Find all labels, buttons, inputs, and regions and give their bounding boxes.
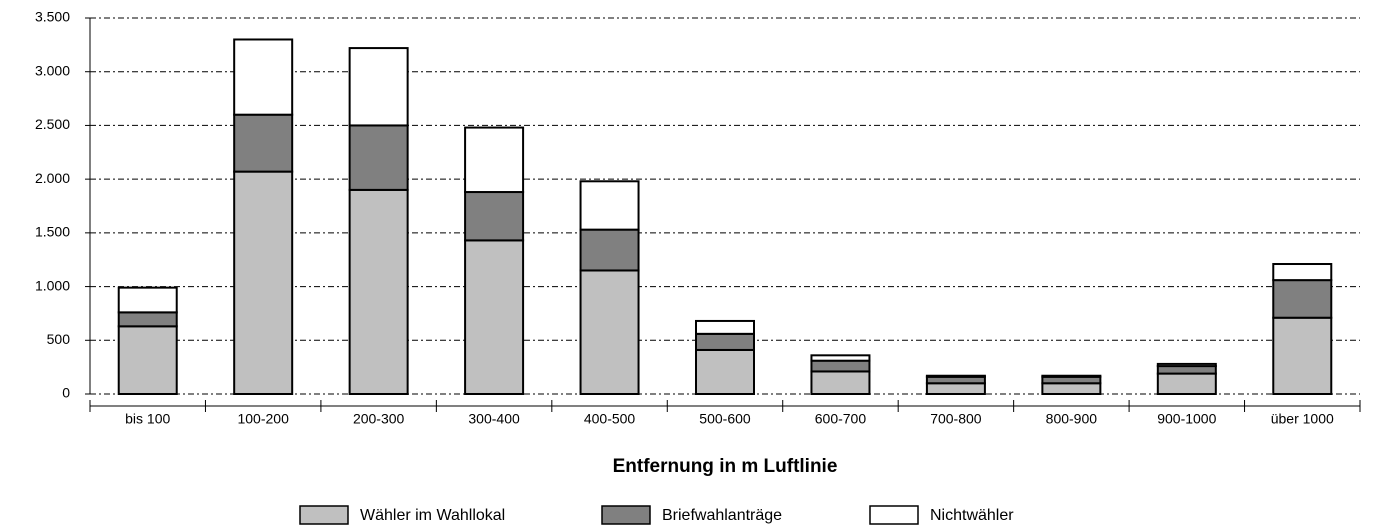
x-tick-label: 100-200 [237,411,289,427]
x-tick-label: 300-400 [468,411,520,427]
bar-segment [810,359,871,373]
legend-label: Briefwahlanträge [662,507,782,524]
legend-swatch [601,505,651,525]
x-tick-label: 400-500 [584,411,636,427]
bar-segment [348,47,409,127]
y-tick-label: 1.000 [35,277,70,293]
bar-segment [810,370,871,396]
legend-label: Nichtwähler [930,507,1014,524]
bar-segment [233,170,294,395]
y-tick-label: 3.000 [35,62,70,78]
bar-segment [695,319,755,335]
bar-segment [233,38,294,116]
y-tick-label: 3.500 [35,9,70,25]
bar-segment [117,286,178,314]
bar-segment [1272,263,1333,282]
bar-segment [1041,374,1102,378]
bar-segment [464,191,525,242]
x-tick-label: 700-800 [930,411,982,427]
bar-segment [695,332,755,351]
x-tick-label: bis 100 [125,411,170,427]
y-tick-label: 2.000 [35,170,70,186]
x-tick-label: über 1000 [1271,411,1334,427]
bar-segment [1156,365,1217,375]
bar-segment [233,113,294,173]
x-tick-label: 900-1000 [1157,411,1216,427]
x-axis-label: Entfernung in m Luftlinie [613,456,838,477]
y-tick-label: 1.500 [35,224,70,240]
bar-segment [695,348,755,395]
legend-swatch [299,505,349,525]
y-tick-label: 0 [62,385,70,401]
bar-segment [925,374,986,378]
bar-segment [1272,279,1333,319]
bar-segment [579,228,640,272]
bar-segment [348,188,409,395]
bar-segment [1041,382,1102,395]
x-tick-label: 600-700 [815,411,867,427]
bar-segment [464,126,525,194]
y-tick-label: 2.500 [35,116,70,132]
bar-segment [810,354,871,362]
y-tick-label: 500 [47,331,71,347]
bar-segment [925,382,986,395]
x-tick-label: 800-900 [1046,411,1098,427]
bar-segment [579,269,640,396]
x-tick-label: 500-600 [699,411,751,427]
x-tick-label: 200-300 [353,411,405,427]
bar-segment [117,311,178,328]
bar-segment [464,239,525,395]
bar-segment [1272,316,1333,395]
bar-segment [348,124,409,191]
legend-label: Wähler im Wahllokal [360,507,505,524]
bar-segment [1156,362,1217,368]
bar-segment [117,325,178,396]
bar-segment [579,180,640,231]
legend-swatch [869,505,919,525]
bar-segment [1156,372,1217,395]
